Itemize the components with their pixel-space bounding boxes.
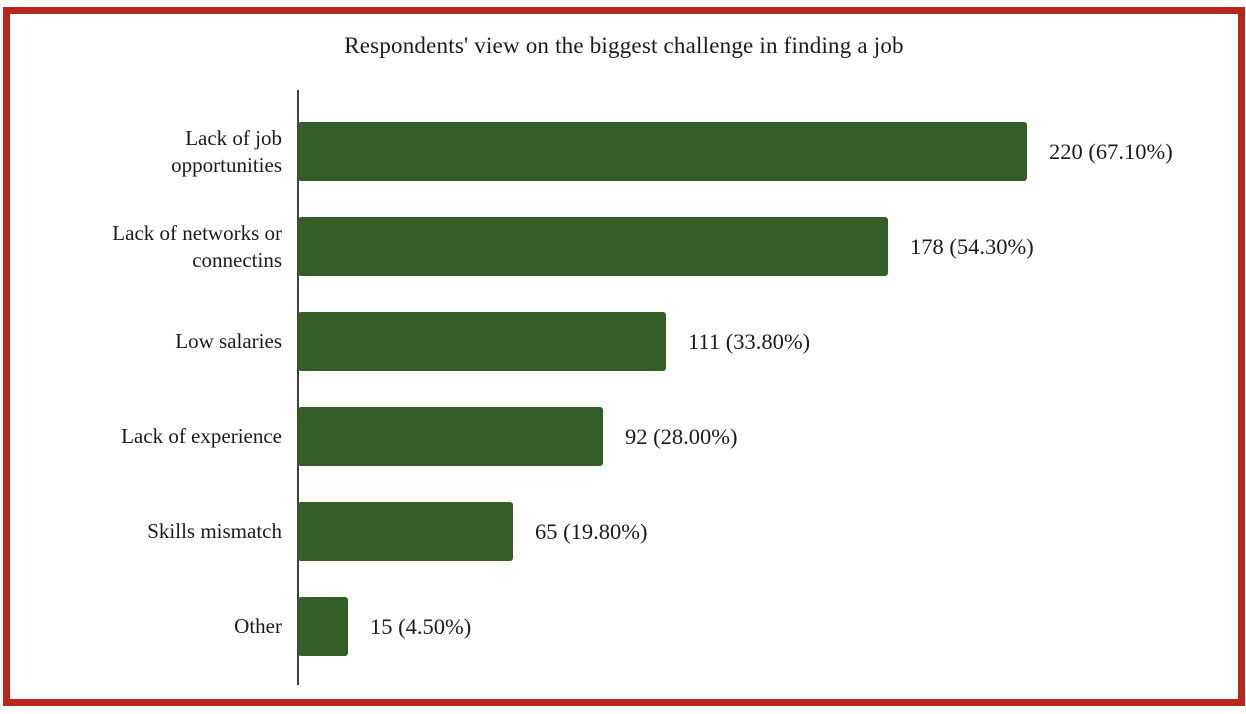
bar-chart: Lack of job opportunities 220 (67.10%) L… — [10, 104, 1238, 674]
category-label: Lack of networks or connectins — [112, 221, 282, 272]
category-label: Skills mismatch — [147, 519, 282, 544]
bar — [298, 312, 666, 371]
bar — [298, 217, 888, 276]
bar — [298, 122, 1027, 181]
value-label: 65 (19.80%) — [535, 518, 648, 544]
chart-row: Low salaries 111 (33.80%) — [10, 294, 1238, 389]
category-label: Other — [234, 614, 282, 639]
value-label: 111 (33.80%) — [688, 328, 811, 354]
bar — [298, 502, 513, 561]
chart-title: Respondents' view on the biggest challen… — [344, 33, 904, 58]
chart-row: Lack of experience 92 (28.00%) — [10, 389, 1238, 484]
value-label: 220 (67.10%) — [1049, 138, 1173, 164]
chart-row: Lack of job opportunities 220 (67.10%) — [10, 104, 1238, 199]
chart-row: Skills mismatch 65 (19.80%) — [10, 484, 1238, 579]
value-label: 178 (54.30%) — [910, 233, 1034, 259]
chart-body: Respondents' view on the biggest challen… — [10, 14, 1238, 699]
value-label: 92 (28.00%) — [625, 423, 738, 449]
category-label: Lack of job opportunities — [171, 126, 282, 177]
chart-row: Other 15 (4.50%) — [10, 579, 1238, 674]
chart-frame: Respondents' view on the biggest challen… — [3, 7, 1245, 706]
category-label: Lack of experience — [121, 424, 282, 449]
value-label: 15 (4.50%) — [370, 613, 472, 639]
category-label: Low salaries — [175, 329, 282, 354]
y-axis-line — [297, 90, 299, 685]
bar — [298, 407, 603, 466]
chart-row: Lack of networks or connectins 178 (54.3… — [10, 199, 1238, 294]
bar — [298, 597, 348, 656]
